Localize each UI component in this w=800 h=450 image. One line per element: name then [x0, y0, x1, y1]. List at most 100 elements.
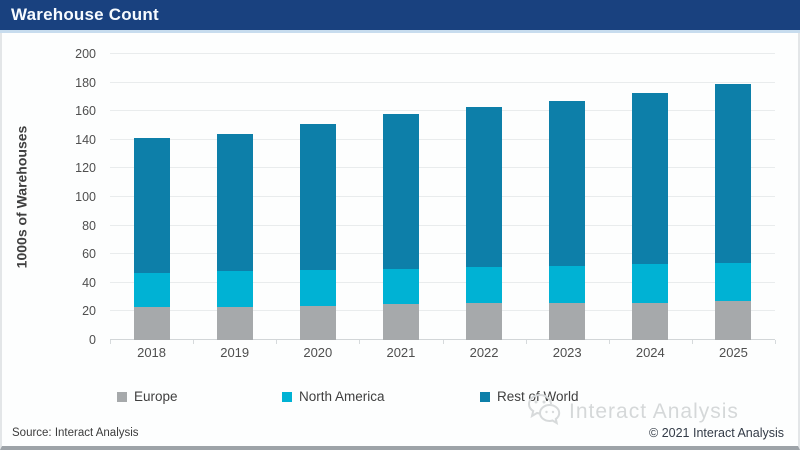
bars [110, 54, 775, 340]
stacked-bar-2025 [715, 84, 752, 340]
bar-slot [276, 54, 359, 340]
gridline [110, 110, 775, 112]
y-tick-label: 0 [89, 333, 96, 347]
x-axis-tick-mark [525, 340, 527, 344]
legend-label: Europe [134, 389, 178, 404]
stacked-bar-2020 [299, 124, 336, 340]
x-axis-tick-mark [775, 340, 776, 344]
bar-segment-rest-of-world [382, 114, 419, 269]
y-tick-label: 200 [75, 47, 96, 61]
bar-segment-north-america [133, 272, 170, 308]
x-tick-label: 2022 [469, 345, 499, 360]
stacked-bar-2018 [133, 138, 170, 340]
plot-area [110, 53, 776, 344]
y-tick-label: 100 [75, 190, 96, 204]
copyright-note: © 2021 Interact Analysis [649, 426, 784, 440]
bar-segment-north-america [382, 268, 419, 305]
gridline [110, 138, 775, 140]
legend-label: Rest of World [497, 389, 579, 404]
legend-swatch-icon [117, 391, 127, 402]
x-axis-tick-mark [110, 340, 111, 344]
bar-slot [193, 54, 276, 340]
y-tick-label: 20 [82, 304, 96, 319]
legend-item-north-america: North America [282, 389, 385, 404]
bar-segment-rest-of-world [715, 84, 752, 263]
gridline [110, 53, 775, 54]
x-axis-tick-mark [608, 340, 610, 344]
x-axis-tick-mark [276, 340, 278, 344]
title-accent-strip [0, 30, 800, 33]
title-bar: Warehouse Count [0, 0, 800, 30]
bar-segment-europe [715, 301, 752, 340]
x-tick-label: 2020 [303, 345, 333, 360]
bar-segment-europe [549, 302, 586, 340]
x-tick-label: 2024 [635, 345, 665, 360]
x-axis-tick-mark [193, 340, 195, 344]
stacked-bar-2022 [466, 106, 503, 340]
bar-segment-europe [299, 305, 336, 340]
gridline [110, 167, 775, 169]
bar-segment-europe [466, 302, 503, 340]
gridline [110, 310, 775, 312]
bar-slot [692, 54, 775, 340]
source-note: Source: Interact Analysis [12, 427, 139, 439]
bar-segment-europe [133, 307, 170, 340]
y-tick-label: 120 [75, 161, 96, 176]
x-axis-tick-mark [359, 340, 361, 344]
bar-segment-north-america [632, 264, 669, 303]
bar-segment-europe [632, 302, 669, 340]
bar-segment-rest-of-world [466, 106, 503, 268]
bar-segment-europe [216, 307, 253, 340]
bar-slot [359, 54, 442, 340]
legend-item-rest-of-world: Rest of World [480, 389, 579, 404]
bar-segment-north-america [299, 269, 336, 306]
bar-slot [443, 54, 526, 340]
stacked-bar-2019 [216, 134, 253, 340]
legend-swatch-icon [282, 391, 292, 402]
y-tick-label: 60 [82, 247, 96, 262]
bar-segment-rest-of-world [299, 124, 336, 270]
gridline [110, 253, 775, 255]
y-axis-title: 1000s of Warehouses [13, 125, 29, 269]
y-tick-label: 160 [75, 104, 96, 119]
gridline [110, 224, 775, 226]
bar-segment-north-america [216, 271, 253, 308]
x-axis-line [110, 339, 775, 340]
gridline [110, 81, 775, 83]
bar-slot [110, 54, 193, 340]
stacked-bar-2021 [382, 114, 419, 340]
y-tick-label: 80 [82, 218, 96, 233]
y-axis-ticks: 0 20 40 60 80 100 120 140 160 180 200 [60, 47, 104, 347]
x-axis-tick-mark [691, 340, 693, 344]
stacked-bar-2023 [549, 101, 586, 340]
gridline [110, 196, 775, 197]
bar-slot [526, 54, 609, 340]
y-tick-label: 140 [75, 132, 96, 147]
legend-item-europe: Europe [117, 389, 178, 404]
x-tick-label: 2025 [718, 345, 748, 360]
y-tick-label: 40 [82, 275, 96, 290]
y-tick-label: 180 [75, 75, 96, 90]
x-axis-tick-mark [442, 340, 444, 344]
stacked-bar-2024 [632, 92, 669, 340]
legend-label: North America [299, 389, 385, 404]
bar-segment-north-america [466, 267, 503, 303]
bar-segment-rest-of-world [216, 134, 253, 272]
bar-slot [609, 54, 692, 340]
bar-segment-north-america [715, 262, 752, 302]
x-tick-label: 2019 [220, 345, 250, 360]
x-tick-label: 2021 [386, 345, 416, 360]
x-tick-label: 2018 [137, 345, 167, 360]
bar-segment-north-america [549, 265, 586, 303]
page-title: Warehouse Count [11, 5, 159, 24]
bar-segment-rest-of-world [549, 101, 586, 266]
bar-segment-rest-of-world [632, 92, 669, 265]
x-axis-labels: 2018 2019 2020 2021 2022 2023 2024 2025 [110, 345, 775, 360]
gridline [110, 281, 775, 283]
chart-panel: 1000s of Warehouses 0 20 40 60 80 100 120 140 16… [0, 33, 800, 450]
legend: Europe North America Rest of World [2, 389, 800, 409]
legend-swatch-icon [480, 391, 490, 402]
bar-segment-rest-of-world [133, 138, 170, 273]
x-tick-label: 2023 [552, 345, 582, 360]
